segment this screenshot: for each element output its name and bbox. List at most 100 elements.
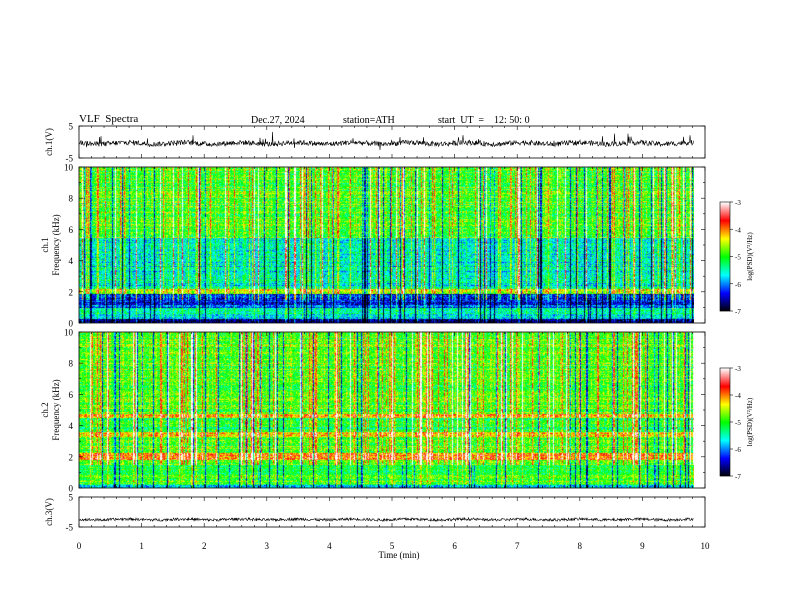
ch1-colorbar-cell <box>720 266 730 268</box>
station-label: station=ATH <box>343 115 395 126</box>
ch1-colorbar-cell <box>720 288 730 290</box>
ch2-colorbar-cell <box>720 462 730 464</box>
ch2-colorbar-cell <box>720 456 730 458</box>
ch1-colorbar-cell <box>720 228 730 230</box>
ch2-colorbar-cell <box>720 385 730 387</box>
ch2-colorbar-cell <box>720 374 730 376</box>
ch1-colorbar-cell <box>720 235 730 237</box>
ch1-colorbar-cell <box>720 308 730 310</box>
y-tick-label: 4 <box>69 256 74 266</box>
ch1-colorbar-cell <box>720 249 730 251</box>
ch1-colorbar-cell <box>720 208 730 210</box>
ch1-colorbar-cell <box>720 207 730 209</box>
ch2-colorbar-cell <box>720 383 730 385</box>
ch1-colorbar-cell <box>720 295 730 297</box>
ch1-colorbar-cell <box>720 272 730 274</box>
ch2-colorbar-cell <box>720 404 730 406</box>
y-tick-label: 5 <box>69 493 74 503</box>
ch1-colorbar-cell <box>720 255 730 257</box>
ch1-colorbar-cell <box>720 209 730 211</box>
x-tick-label: 2 <box>202 541 207 551</box>
ch2-spectrogram-image <box>79 332 694 488</box>
ch2-colorbar-cell <box>720 427 730 429</box>
y-tick-label: 10 <box>64 163 74 173</box>
ch2-colorbar-cell <box>720 391 730 393</box>
ch2-colorbar-cell <box>720 469 730 471</box>
ch1-colorbar-cell <box>720 297 730 299</box>
ch2-colorbar-cell <box>720 412 730 414</box>
ch2-colorbar-cell <box>720 416 730 418</box>
ch2-colorbar-cell <box>720 438 730 440</box>
ch2-colorbar-cell <box>720 368 730 370</box>
ch1-colorbar-cell <box>720 289 730 291</box>
ch2-colorbar-cell <box>720 376 730 378</box>
ch1-colorbar-cell <box>720 202 730 204</box>
ch2-colorbar-cell <box>720 380 730 382</box>
ch2-colorbar-cell <box>720 470 730 472</box>
ch1-colorbar-cell <box>720 240 730 242</box>
ch1-colorbar-cell <box>720 278 730 280</box>
ch2-colorbar-cell <box>720 415 730 417</box>
x-tick-label: 8 <box>578 541 583 551</box>
ch2-colorbar-cell <box>720 417 730 419</box>
ch2-colorbar-cell <box>720 428 730 430</box>
ch1-colorbar-cell <box>720 260 730 262</box>
ch1-colorbar-cell <box>720 294 730 296</box>
ch1-colorbar-cell <box>720 243 730 245</box>
ch1-colorbar-cell <box>720 224 730 226</box>
ch2-colorbar-cell <box>720 466 730 468</box>
x-tick-label: 5 <box>390 541 395 551</box>
ch1-colorbar-cell <box>720 269 730 271</box>
ch1-colorbar-cell <box>720 241 730 243</box>
ch1-colorbar-cell <box>720 242 730 244</box>
ch2-colorbar-cell <box>720 452 730 454</box>
ch2-frequency-ylabel: Frequency (kHz) <box>51 379 61 440</box>
ch1-colorbar-cell <box>720 229 730 231</box>
ch1-colorbar-cell <box>720 223 730 225</box>
y-tick-label: 6 <box>69 390 74 400</box>
ch2-colorbar-cell <box>720 473 730 475</box>
ch1-colorbar-cell <box>720 300 730 302</box>
ch1-colorbar-cell <box>720 216 730 218</box>
ch2-colorbar-cell <box>720 446 730 448</box>
ch2-colorbar-cell <box>720 419 730 421</box>
ch2-channel-label: ch.2 <box>40 402 50 417</box>
ch1-colorbar-cell <box>720 214 730 216</box>
ch1-colorbar-cell <box>720 283 730 285</box>
ch2-colorbar-cell <box>720 384 730 386</box>
ch2-colorbar-cell <box>720 436 730 438</box>
ch1-colorbar-cell <box>720 206 730 208</box>
ch2-colorbar-cell <box>720 373 730 375</box>
ch1-colorbar-cell <box>720 306 730 308</box>
ch1-colorbar-cell <box>720 303 730 305</box>
ch1-colorbar-cell <box>720 277 730 279</box>
y-tick-label: -5 <box>66 523 74 533</box>
ch1-colorbar-cell <box>720 301 730 303</box>
ch2-colorbar-cell <box>720 449 730 451</box>
ch2-colorbar-cell <box>720 460 730 462</box>
ch1-colorbar-cell <box>720 244 730 246</box>
y-tick-label: 0 <box>69 484 74 494</box>
ch2-colorbar-cell <box>720 420 730 422</box>
ch1-colorbar-cell <box>720 292 730 294</box>
y-tick-label: -5 <box>66 154 74 164</box>
ch1-colorbar-cell <box>720 305 730 307</box>
ch1-colorbar-cell <box>720 290 730 292</box>
ch2-colorbar-cell <box>720 405 730 407</box>
ch1-colorbar-cell <box>720 219 730 221</box>
ch1-colorbar-cell <box>720 285 730 287</box>
y-tick-label: 10 <box>64 328 74 338</box>
ch1-colorbar-cell <box>720 203 730 205</box>
ch1-colorbar-cell <box>720 248 730 250</box>
ch1-colorbar-cell <box>720 212 730 214</box>
ch1-colorbar-tick-label: -4 <box>735 226 741 234</box>
ch2-colorbar-cell <box>720 461 730 463</box>
ch2-colorbar-cell <box>720 386 730 388</box>
ch1-colorbar-tick-label: -7 <box>735 308 741 316</box>
y-tick-label: 0 <box>69 319 74 329</box>
ch2-colorbar-cell <box>720 455 730 457</box>
ch1-colorbar-cell <box>720 227 730 229</box>
ch1-colorbar-cell <box>720 210 730 212</box>
ch2-colorbar-cell <box>720 434 730 436</box>
ch2-colorbar-cell <box>720 440 730 442</box>
